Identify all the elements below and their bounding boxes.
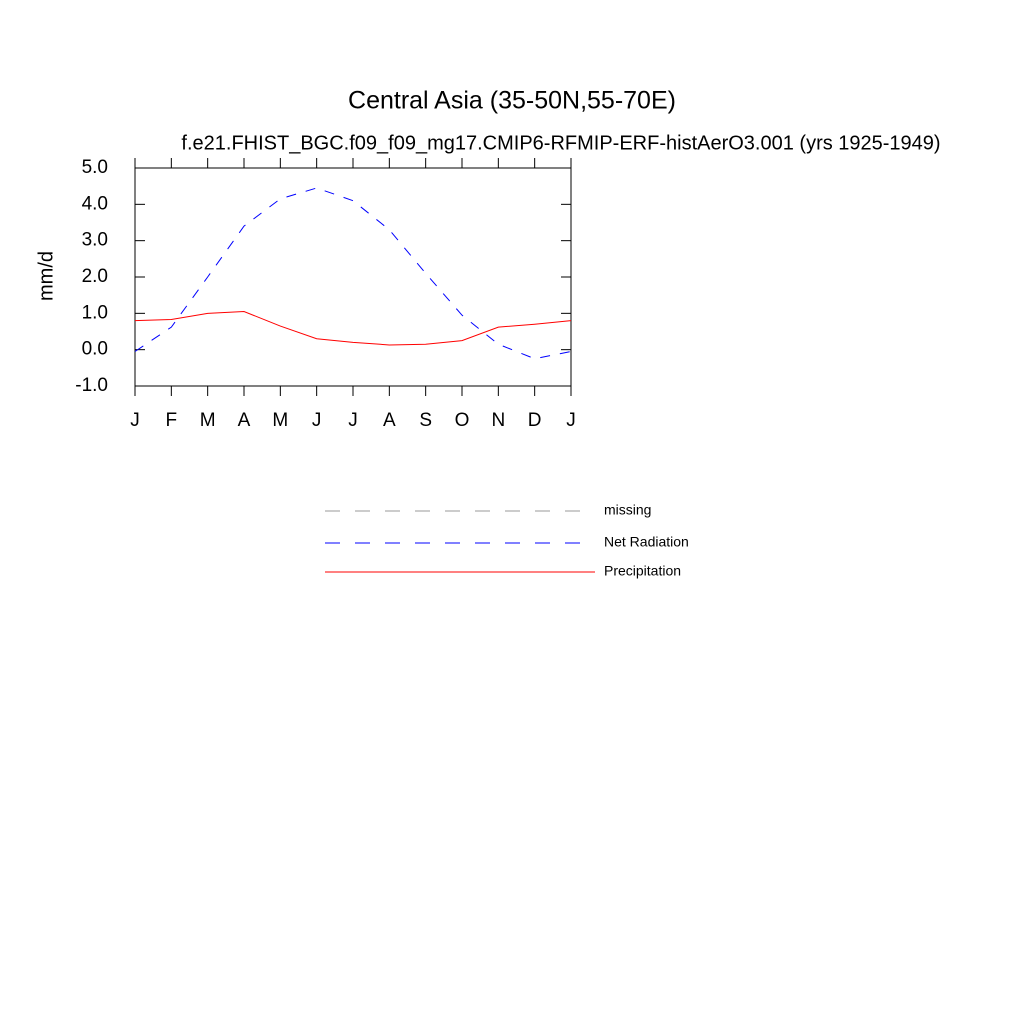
series-line bbox=[134, 187, 572, 360]
chart-subtitle: f.e21.FHIST_BGC.f09_f09_mg17.CMIP6-RFMIP… bbox=[181, 132, 940, 154]
x-tick-label: F bbox=[166, 410, 178, 431]
x-tick-label: J bbox=[312, 410, 322, 431]
y-tick-label: 1.0 bbox=[82, 302, 108, 323]
x-tick-label: M bbox=[200, 410, 216, 431]
x-tick-label: D bbox=[528, 410, 542, 431]
legend-label: Precipitation bbox=[604, 563, 681, 579]
legend-label: Net Radiation bbox=[604, 534, 689, 550]
y-axis-label: mm/d bbox=[35, 251, 57, 301]
y-tick-label: -1.0 bbox=[75, 375, 108, 396]
x-tick-label: S bbox=[419, 410, 432, 431]
x-tick-label: J bbox=[566, 410, 576, 431]
y-tick-label: 3.0 bbox=[82, 230, 108, 251]
y-tick-label: 0.0 bbox=[82, 339, 108, 360]
x-tick-label: O bbox=[455, 410, 470, 431]
series-line bbox=[134, 311, 572, 346]
y-tick-label: 5.0 bbox=[82, 157, 108, 178]
y-tick-label: 2.0 bbox=[82, 266, 108, 287]
x-tick-label: J bbox=[130, 410, 140, 431]
y-tick-label: 4.0 bbox=[82, 193, 108, 214]
x-tick-label: M bbox=[272, 410, 288, 431]
x-tick-label: J bbox=[348, 410, 358, 431]
plot-frame bbox=[134, 167, 572, 387]
x-tick-label: A bbox=[383, 410, 396, 431]
legend-label: missing bbox=[604, 502, 651, 518]
x-tick-label: A bbox=[238, 410, 251, 431]
x-tick-label: N bbox=[491, 410, 505, 431]
chart-title: Central Asia (35-50N,55-70E) bbox=[348, 87, 676, 115]
